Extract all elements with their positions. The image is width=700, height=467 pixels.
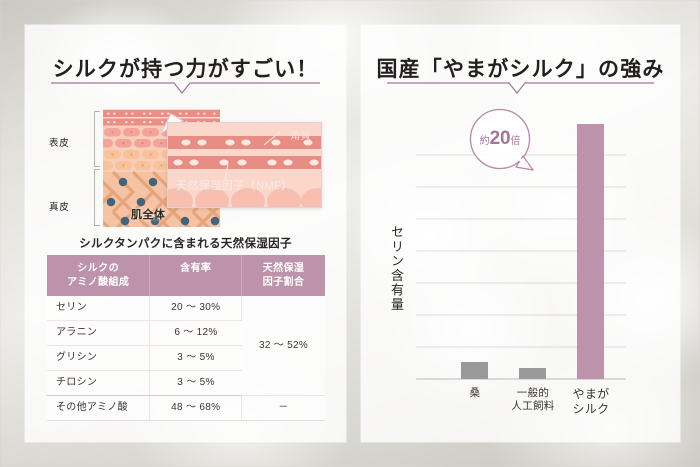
cell-amino-name: グリシン [47,345,151,371]
label-whole-skin: 肌全体 [131,209,166,221]
table-row: その他アミノ酸 48 ～ 68% － [47,395,325,421]
stratum-corneum-inset: 角質 天然保湿因子（NMF） [167,122,322,208]
table-header-amino-composition: シルクの アミノ酸組成 [47,255,151,296]
table-header-nmf-ratio: 天然保湿 因子割合 [241,255,325,296]
skin-cross-section-diagram: 表皮 真皮 [47,109,325,227]
table-row: アラニン 6 ～ 12% [47,320,325,346]
right-panel-title: 国産「やまがシルク」の強み [376,58,665,81]
table-row: セリン 20 ～ 30% 32 ～ 52% [47,296,325,396]
label-epidermis: 表皮 [49,138,70,149]
cell-merged-nmf-ratio: 32 ～ 52% [241,296,325,396]
left-panel: シルクが持つ力がすごい！ 表皮 真皮 [25,25,346,442]
cell-content-rate: 6 ～ 12% [149,320,242,346]
chart-tick-label-artificial-feed: 一般的 人工飼料 [511,387,555,413]
chart-y-axis-label: セリン含有量 [389,225,404,313]
cell-amino-name: セリン [47,296,151,321]
label-dermis: 真皮 [49,202,70,213]
chart-tick-label-kuwa: 桑 [469,387,481,399]
table-row: グリシン 3 ～ 5% [47,345,325,371]
cell-content-rate: 3 ～ 5% [149,345,242,371]
chart-svg [416,124,626,380]
amino-acid-table: シルクの アミノ酸組成 含有率 天然保湿 因子割合 セリン 20 ～ 30% 3… [47,255,325,421]
table-header-content-rate: 含有率 [149,255,243,296]
table-header-row: シルクの アミノ酸組成 含有率 天然保湿 因子割合 [47,255,325,296]
left-title-underline [51,81,320,95]
cell-amino-name: その他アミノ酸 [47,395,151,421]
bar-yamaga-silk [577,124,604,379]
cell-content-rate: 20 ～ 30% [149,296,243,321]
cell-amino-name: チロシン [47,370,151,396]
bar-kuwa [461,362,488,379]
table-row: チロシン 3 ～ 5% [47,370,325,396]
callout-bubble-text: 約20倍 [479,128,521,149]
left-panel-title: シルクが持つ力がすごい！ [52,58,319,81]
cell-amino-name: アラニン [47,320,151,346]
table-caption: シルクタンパクに含まれる天然保湿因子 [79,238,292,250]
cell-content-rate: 48 ～ 68% [149,395,243,421]
cell-nmf-ratio: － [241,395,325,421]
bar-artificial-feed [519,368,546,379]
callout-bubble-20x [467,108,539,176]
right-title-underline [387,81,654,95]
inset-label-stratum-corneum: 角質 [290,131,311,142]
right-panel: 国産「やまがシルク」の強み セリン含有量 [361,25,680,442]
serine-content-bar-chart: セリン含有量 桑 一般的 人工飼料 やまが シルク 約20倍 [361,95,680,435]
chart-tick-label-yamaga-silk: やまが シルク [572,387,610,416]
cell-content-rate: 3 ～ 5% [149,370,242,396]
inset-label-nmf: 天然保湿因子（NMF） [176,180,293,192]
bracket-epidermis [94,111,100,167]
bracket-dermis [94,169,100,226]
